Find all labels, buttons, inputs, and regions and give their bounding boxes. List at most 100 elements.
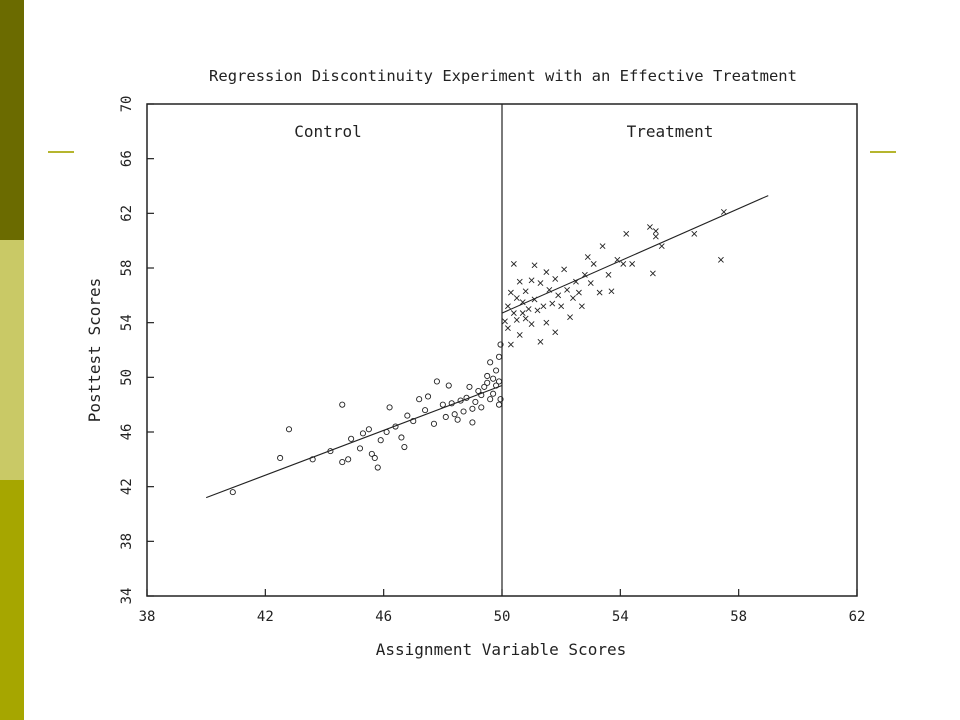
control-point — [454, 416, 461, 423]
control-point — [327, 448, 334, 455]
treatment-point — [531, 262, 538, 269]
control-point — [229, 489, 236, 496]
treatment-point — [522, 288, 529, 295]
control-point — [374, 464, 381, 471]
control-point — [404, 412, 411, 419]
treatment-point — [581, 271, 588, 278]
control-point — [422, 407, 429, 414]
control-point — [478, 392, 485, 399]
treatment-point — [573, 278, 579, 285]
control-point — [339, 459, 346, 466]
treatment-point — [608, 288, 615, 295]
sidebar-stripe-middle — [0, 240, 24, 480]
control-point — [365, 426, 372, 433]
control-point — [356, 445, 364, 452]
treatment-point — [575, 289, 582, 296]
control-point — [416, 396, 423, 403]
treatment-point — [691, 230, 698, 237]
treatment-regression-line — [501, 195, 769, 314]
control-point — [348, 435, 355, 442]
control-point — [463, 394, 470, 401]
treatment-point — [528, 321, 535, 327]
treatment-point — [587, 280, 594, 286]
treatment-point — [540, 303, 547, 310]
control-point — [495, 353, 503, 360]
treatment-point — [516, 332, 523, 338]
control-point — [398, 434, 405, 441]
treatment-point — [537, 338, 544, 345]
control-point — [309, 456, 316, 463]
treatment-point — [720, 209, 727, 215]
treatment-point — [534, 307, 541, 314]
x-tick-label: 62 — [849, 609, 866, 625]
treatment-point — [510, 260, 517, 267]
treatment-point — [623, 230, 630, 237]
control-point — [383, 428, 390, 436]
control-point — [472, 398, 479, 405]
x-tick-label: 38 — [139, 609, 156, 625]
control-point — [439, 401, 446, 408]
y-tick-label: 50 — [119, 369, 135, 386]
y-tick-label: 66 — [119, 150, 135, 167]
x-tick-label: 58 — [730, 609, 747, 625]
treatment-point — [516, 278, 523, 285]
treatment-point — [658, 243, 665, 250]
control-point — [478, 404, 485, 411]
control-point — [469, 419, 476, 426]
control-region-label: Control — [294, 122, 361, 141]
treatment-point — [552, 329, 559, 336]
control-point — [457, 397, 464, 404]
treatment-point — [502, 318, 508, 325]
control-point — [495, 401, 503, 408]
chart-title: Regression Discontinuity Experiment with… — [209, 67, 797, 85]
control-point — [487, 359, 494, 366]
control-point — [497, 396, 504, 403]
control-point — [484, 379, 491, 386]
control-point — [487, 396, 494, 403]
accent-line-left — [48, 151, 74, 153]
treatment-point — [552, 276, 559, 282]
y-tick-label: 42 — [119, 478, 135, 495]
control-point — [377, 437, 384, 444]
control-point — [475, 387, 482, 395]
treatment-point — [578, 303, 585, 310]
y-axis-label: Posttest Scores — [85, 278, 104, 423]
control-point — [339, 401, 346, 408]
treatment-point — [549, 300, 556, 307]
control-point — [448, 400, 455, 407]
control-point — [484, 372, 491, 380]
treatment-point — [605, 271, 612, 278]
control-point — [497, 341, 504, 348]
control-point — [386, 404, 393, 411]
treatment-point — [590, 260, 597, 267]
control-point — [493, 382, 500, 389]
treatment-point — [519, 299, 526, 306]
treatment-point — [614, 256, 621, 263]
y-tick-label: 38 — [119, 533, 135, 550]
control-point — [451, 411, 458, 418]
control-point — [433, 378, 440, 385]
treatment-point — [525, 306, 532, 312]
control-point — [345, 456, 352, 463]
x-tick-label: 54 — [612, 609, 629, 625]
treatment-point — [652, 228, 659, 235]
treatment-point — [558, 303, 565, 310]
treatment-point — [543, 269, 550, 276]
treatment-point — [596, 289, 603, 296]
control-point — [359, 430, 367, 437]
control-point — [401, 443, 408, 451]
treatment-point — [507, 341, 514, 348]
treatment-point — [564, 286, 571, 293]
treatment-point — [528, 277, 535, 284]
control-point — [285, 426, 293, 433]
treatment-point — [504, 325, 511, 332]
x-tick-label: 46 — [375, 609, 392, 625]
treatment-region-label: Treatment — [627, 122, 714, 141]
treatment-point — [513, 295, 520, 301]
treatment-point — [522, 315, 529, 322]
x-axis-label: Assignment Variable Scores — [376, 640, 626, 659]
treatment-point — [649, 270, 656, 277]
control-point — [490, 375, 497, 382]
treatment-point — [507, 289, 514, 296]
x-tick-label: 50 — [494, 609, 511, 625]
